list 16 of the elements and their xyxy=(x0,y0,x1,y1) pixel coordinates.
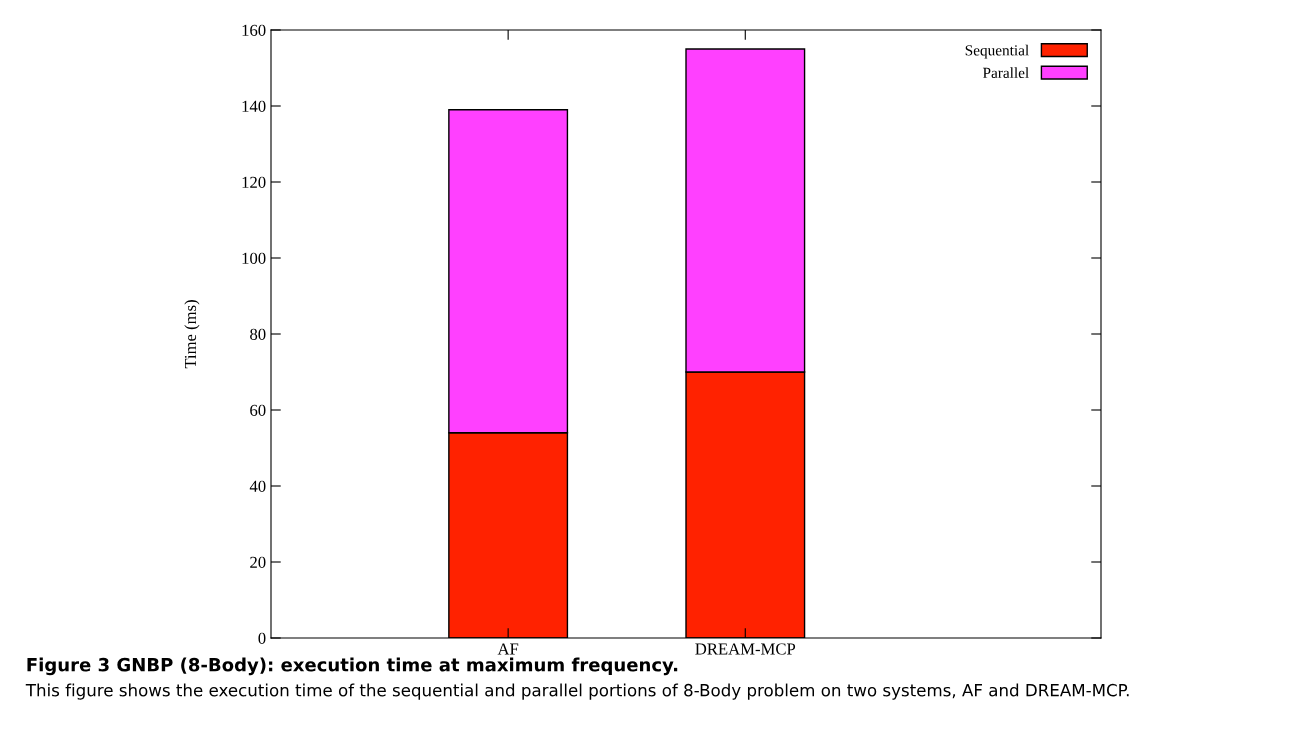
y-tick-label: 140 xyxy=(242,100,266,112)
y-tick-label: 0 xyxy=(258,632,266,644)
x-tick-label: DREAM-MCP xyxy=(695,643,796,655)
y-tick-label: 160 xyxy=(242,24,266,36)
y-tick-label: 120 xyxy=(242,176,266,188)
text: This figure shows the execution time of the sequential and parallel portions of 8-Body problem on two systems, AF and DREAM-MCP. xyxy=(25,683,1129,700)
legend-label: Parallel xyxy=(982,67,1029,79)
text: Figure 3 GNBP (8-Body): execution time at maximum frequency. xyxy=(27,657,678,676)
legend-label: Sequential xyxy=(965,44,1029,59)
y-tick-label: 100 xyxy=(242,252,266,264)
y-axis-title: Time (ms) xyxy=(184,300,200,369)
y-tick-label: 40 xyxy=(249,480,266,492)
y-tick-label: 60 xyxy=(250,404,266,416)
x-tick-label: AF xyxy=(497,643,519,655)
y-tick-label: 80 xyxy=(250,328,266,340)
y-tick-label: 20 xyxy=(250,556,266,568)
